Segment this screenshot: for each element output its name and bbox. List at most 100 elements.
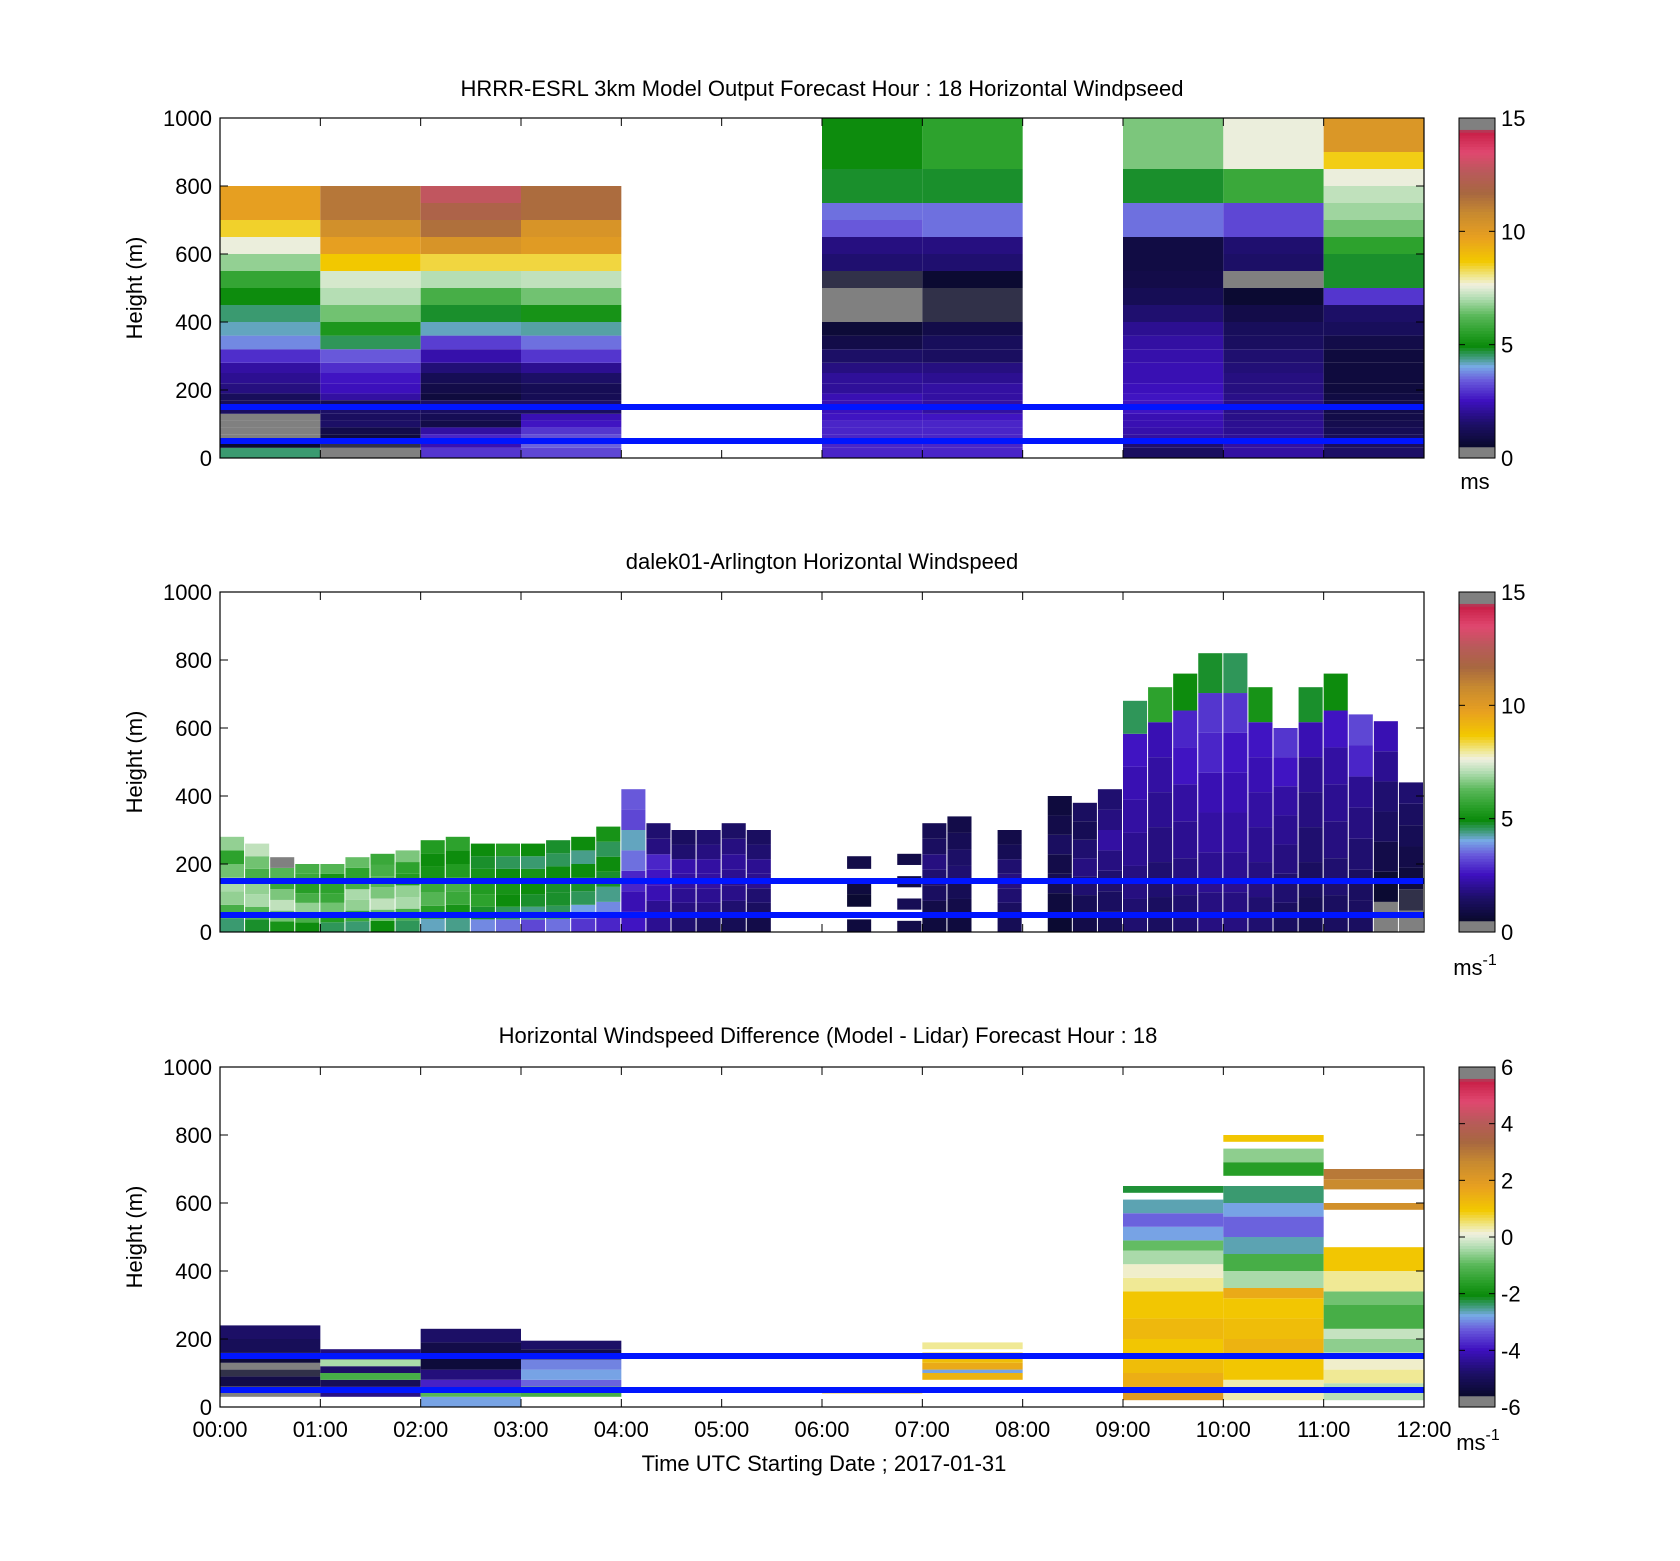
heatmap-cell bbox=[521, 335, 622, 350]
colorbar-segment bbox=[1459, 1101, 1495, 1105]
y-tick-label: 0 bbox=[200, 920, 212, 945]
model-colorbar-units: ms bbox=[1460, 469, 1489, 494]
heatmap-cell bbox=[521, 305, 622, 322]
colorbar-segment bbox=[1459, 606, 1495, 610]
colorbar-segment bbox=[1459, 149, 1495, 153]
heatmap-cell bbox=[922, 1369, 1023, 1373]
heatmap-cell bbox=[922, 254, 1023, 271]
colorbar-segment bbox=[1459, 1166, 1495, 1170]
heatmap-cell bbox=[420, 1369, 521, 1380]
colorbar-segment bbox=[1459, 793, 1495, 797]
colorbar-segment bbox=[1459, 322, 1495, 326]
colorbar-segment bbox=[1459, 200, 1495, 204]
heatmap-cell bbox=[822, 288, 923, 305]
heatmap-cell bbox=[320, 922, 345, 932]
colorbar-segment bbox=[1459, 347, 1495, 351]
colorbar-segment bbox=[1459, 1327, 1495, 1332]
colorbar-segment bbox=[1459, 1256, 1495, 1261]
colorbar-segment bbox=[1459, 796, 1495, 800]
colorbar-segment bbox=[1459, 242, 1495, 247]
colorbar-segment bbox=[1459, 779, 1495, 783]
heatmap-cell bbox=[822, 169, 923, 186]
colorbar-segment bbox=[1459, 455, 1495, 459]
colorbar-segment bbox=[1459, 790, 1495, 794]
lidar-colorbar-units-exponent: -1 bbox=[1483, 952, 1497, 969]
difference-heatmap-cells bbox=[220, 1135, 1424, 1407]
heatmap-cell bbox=[1223, 693, 1248, 733]
colorbar-segment bbox=[1459, 756, 1495, 760]
heatmap-cell bbox=[1323, 821, 1348, 859]
colorbar-segment bbox=[1459, 1319, 1495, 1323]
heatmap-cell bbox=[395, 897, 420, 909]
colorbar-segment bbox=[1459, 305, 1495, 309]
heatmap-cell bbox=[220, 186, 321, 203]
heatmap-cell bbox=[1398, 782, 1423, 804]
colorbar-segment bbox=[1459, 426, 1495, 431]
heatmap-cell bbox=[1123, 118, 1224, 135]
heatmap-cell bbox=[571, 918, 596, 932]
heatmap-cell bbox=[345, 867, 370, 879]
x-tick-label: 10:00 bbox=[1196, 1417, 1251, 1442]
colorbar-segment bbox=[1459, 1285, 1495, 1289]
heatmap-cell bbox=[521, 186, 622, 203]
x-tick-label: 05:00 bbox=[694, 1417, 749, 1442]
lidar-heatmap-cells bbox=[220, 653, 1423, 932]
heatmap-cell bbox=[947, 832, 972, 850]
colorbar-segment bbox=[1459, 1245, 1495, 1249]
colorbar-segment bbox=[1459, 316, 1495, 320]
heatmap-cell bbox=[1373, 841, 1398, 872]
heatmap-cell bbox=[822, 152, 923, 169]
colorbar-segment bbox=[1459, 1092, 1495, 1096]
heatmap-cell bbox=[1323, 186, 1424, 203]
colorbar-segment bbox=[1459, 279, 1495, 283]
heatmap-cell bbox=[1198, 732, 1223, 773]
heatmap-cell bbox=[1223, 135, 1324, 152]
heatmap-cell bbox=[395, 920, 420, 932]
heatmap-cell bbox=[320, 349, 421, 363]
difference-colorbar: -6 -4 -2 0 2 4 6 bbox=[1458, 1055, 1521, 1420]
colorbar-segment bbox=[1459, 407, 1495, 411]
heatmap-cell bbox=[270, 857, 295, 868]
heatmap-cell bbox=[922, 203, 1023, 220]
colorbar-segment bbox=[1459, 259, 1495, 264]
heatmap-cell bbox=[696, 830, 721, 845]
heatmap-cell bbox=[420, 447, 521, 458]
colorbar-segment bbox=[1459, 225, 1495, 230]
colorbar-segment bbox=[1459, 220, 1495, 224]
x-tick-label: 03:00 bbox=[493, 1417, 548, 1442]
colorbar-segment bbox=[1459, 256, 1495, 261]
heatmap-cell bbox=[997, 844, 1022, 860]
colorbar-segment bbox=[1459, 154, 1495, 159]
difference-colorbar-units: ms-1 bbox=[1456, 1427, 1500, 1455]
heatmap-cell bbox=[220, 1339, 321, 1353]
heatmap-cell bbox=[1123, 349, 1224, 363]
heatmap-cell bbox=[521, 237, 622, 254]
heatmap-cell bbox=[1223, 1271, 1324, 1288]
heatmap-cell bbox=[596, 826, 621, 842]
colorbar-segment bbox=[1459, 1237, 1495, 1241]
heatmap-cell bbox=[922, 885, 947, 901]
heatmap-cell bbox=[220, 447, 321, 458]
heatmap-cell bbox=[1323, 373, 1424, 384]
heatmap-cell bbox=[696, 888, 721, 903]
heatmap-cell bbox=[1323, 400, 1424, 407]
heatmap-cell bbox=[922, 441, 1023, 448]
colorbar-segment bbox=[1459, 356, 1495, 360]
colorbar-segment bbox=[1459, 1174, 1495, 1179]
heatmap-cell bbox=[1198, 852, 1223, 893]
colorbar-segment bbox=[1459, 1081, 1495, 1085]
colorbar-segment bbox=[1459, 296, 1495, 300]
heatmap-cell bbox=[1123, 393, 1224, 401]
colorbar-segment bbox=[1459, 623, 1495, 627]
heatmap-cell bbox=[220, 891, 245, 905]
difference-colorbar-units-exponent: -1 bbox=[1486, 1427, 1500, 1444]
colorbar-segment bbox=[1459, 1146, 1495, 1150]
colorbar-segment bbox=[1459, 438, 1495, 442]
colorbar-segment bbox=[1459, 762, 1495, 766]
colorbar-segment bbox=[1459, 614, 1495, 619]
colorbar-segment bbox=[1459, 1239, 1495, 1244]
heatmap-cell bbox=[320, 400, 421, 407]
heatmap-cell bbox=[1097, 830, 1122, 851]
heatmap-cell bbox=[1348, 869, 1373, 901]
model-x-axis bbox=[219, 118, 1425, 458]
